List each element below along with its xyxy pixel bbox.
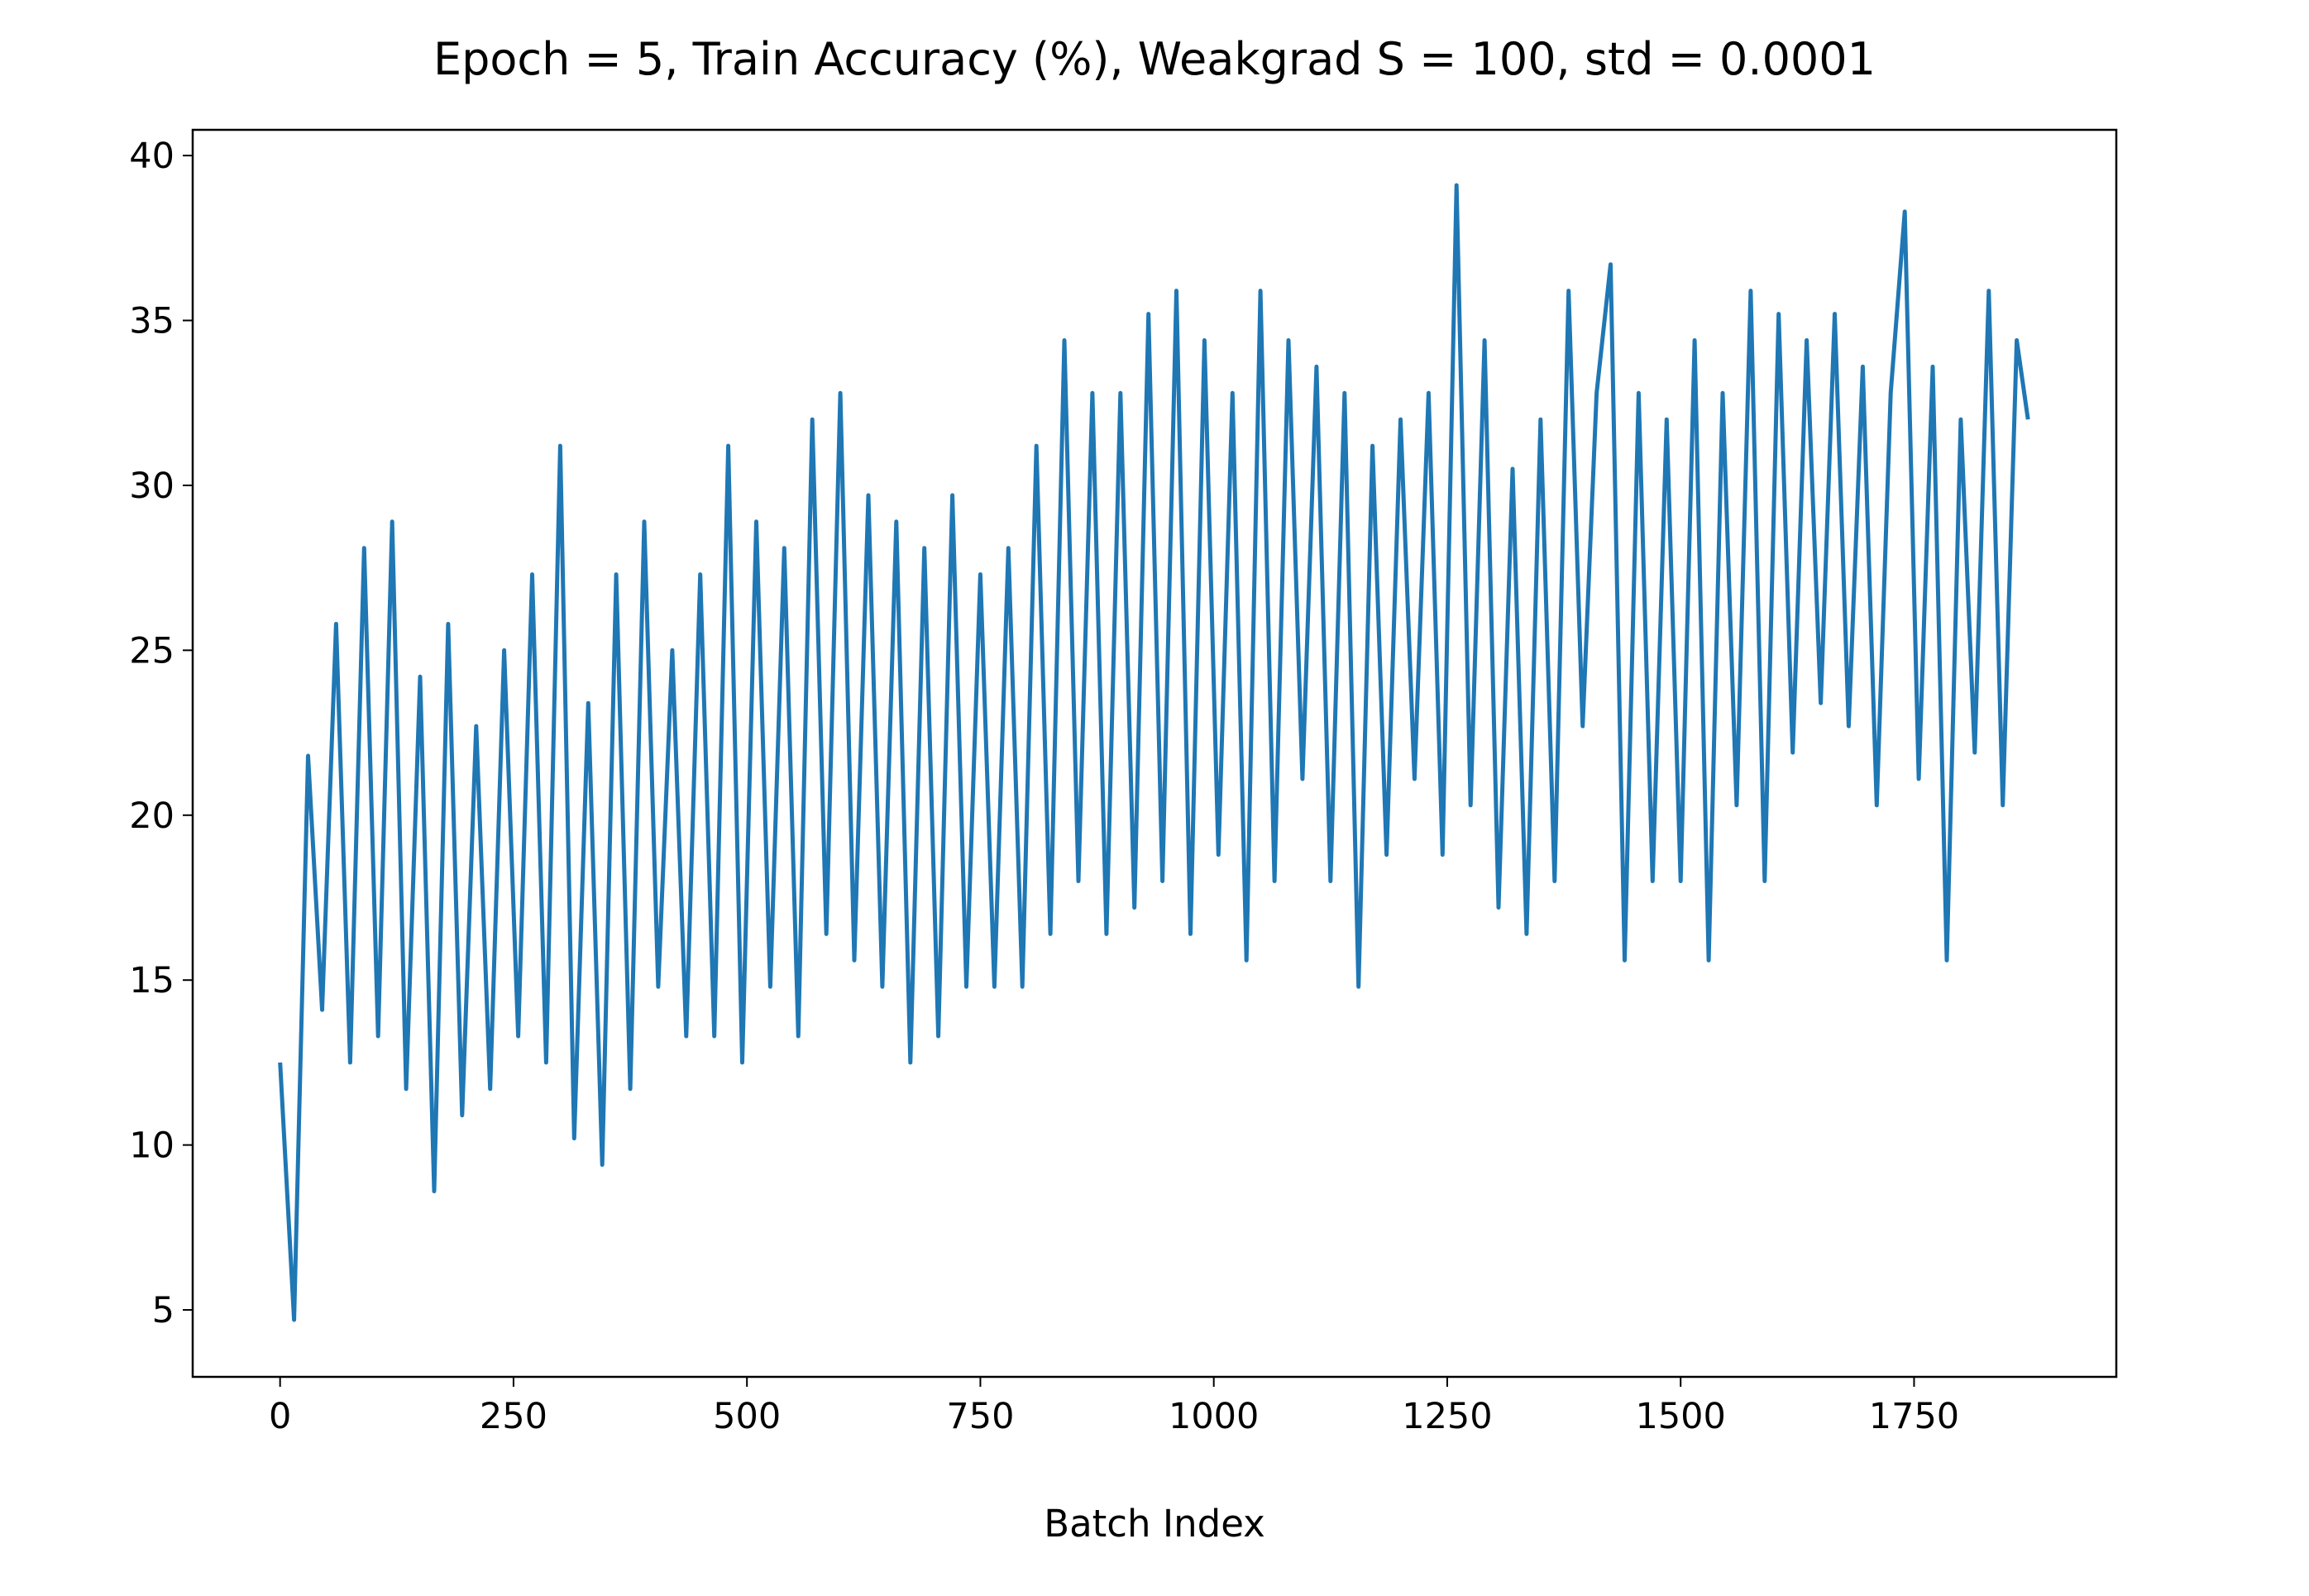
y-tick-label: 15 — [129, 960, 174, 1001]
y-tick-label: 40 — [129, 136, 174, 177]
x-tick-label: 1250 — [1402, 1396, 1492, 1437]
y-tick-label: 35 — [129, 301, 174, 342]
x-tick-label: 0 — [269, 1396, 291, 1437]
x-tick-label: 1000 — [1169, 1396, 1259, 1437]
chart-title: Epoch = 5, Train Accuracy (%), Weakgrad … — [433, 33, 1876, 85]
x-tick-label: 500 — [713, 1396, 781, 1437]
x-axis-label: Batch Index — [1044, 1502, 1265, 1546]
y-tick-label: 5 — [152, 1290, 174, 1331]
y-tick-label: 25 — [129, 630, 174, 671]
plot-frame — [191, 128, 2118, 1379]
x-tick-label: 250 — [480, 1396, 547, 1437]
y-tick-label: 10 — [129, 1125, 174, 1167]
y-tick-label: 20 — [129, 796, 174, 837]
x-tick-label: 750 — [946, 1396, 1014, 1437]
x-tick-label: 1500 — [1635, 1396, 1725, 1437]
x-tick-label: 1750 — [1869, 1396, 1959, 1437]
y-tick-label: 30 — [129, 466, 174, 507]
data-line — [278, 183, 2030, 1322]
